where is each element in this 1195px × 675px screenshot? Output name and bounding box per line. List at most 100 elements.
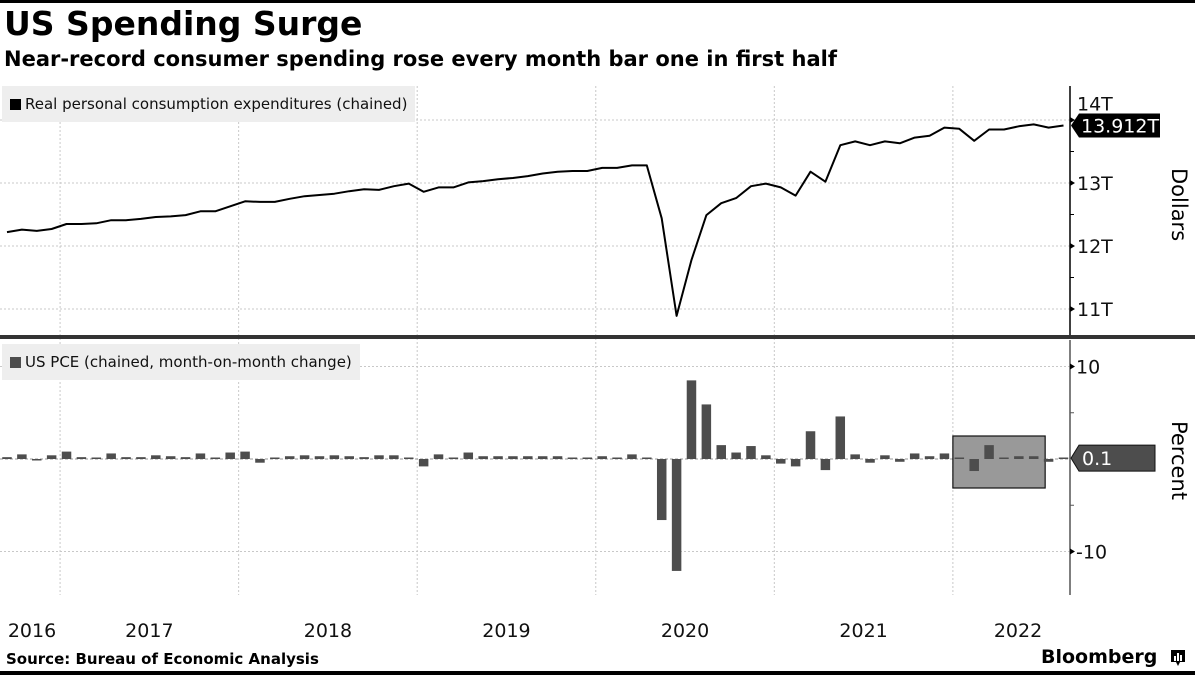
bloomberg-chart-icon	[1171, 650, 1185, 666]
bar	[805, 431, 816, 459]
bar	[850, 454, 860, 459]
bloomberg-logo: Bloomberg	[1041, 646, 1158, 668]
bar	[478, 456, 488, 459]
bar	[284, 456, 295, 459]
bar	[627, 454, 637, 459]
bar	[448, 457, 459, 459]
x-tick-label: 2022	[993, 620, 1043, 642]
bottom-tick-mark	[1070, 548, 1075, 555]
last-value-flag-top	[1071, 113, 1160, 138]
legend-top-label: Real personal consumption expenditures (…	[25, 95, 408, 113]
x-tick-label: 2021	[839, 620, 888, 642]
bar	[552, 456, 563, 459]
x-tick-label: 2020	[660, 620, 710, 642]
bar	[835, 416, 846, 459]
top-y-axis: 11T 12T 13T 14T	[1069, 86, 1113, 335]
bar	[76, 457, 87, 459]
bar	[180, 457, 191, 459]
panel-divider-bar	[0, 335, 1195, 339]
bar	[567, 457, 578, 459]
legend-bottom-label: US PCE (chained, month-on-month change)	[25, 353, 352, 371]
bar	[359, 457, 369, 459]
highlight-rect	[952, 435, 1046, 489]
bar	[716, 445, 726, 459]
chart-title: US Spending Surge	[4, 4, 363, 43]
gridlines	[0, 86, 1070, 595]
bar	[880, 455, 890, 459]
bar	[136, 457, 146, 459]
bar	[1014, 456, 1024, 459]
bar	[61, 451, 72, 459]
bar	[686, 380, 697, 459]
bar	[225, 452, 235, 459]
bar	[999, 457, 1009, 459]
bar	[106, 453, 116, 459]
last-value-flag-bottom	[1070, 444, 1156, 472]
bar	[1028, 456, 1039, 459]
highlight-box	[952, 435, 1046, 489]
bar	[537, 456, 548, 459]
bar	[151, 455, 161, 459]
bar	[32, 459, 42, 461]
bar	[255, 459, 265, 463]
bar	[195, 453, 206, 459]
last-value-bottom: 0.1	[1082, 448, 1112, 470]
bar	[1043, 459, 1054, 462]
bar	[761, 455, 771, 459]
consumption-line	[6, 123, 1064, 317]
top-tick-mark	[1070, 243, 1075, 249]
bar	[314, 456, 325, 459]
top-tick-label: 11T	[1077, 299, 1113, 321]
bottom-tick-mark	[1070, 363, 1075, 370]
bar	[508, 456, 518, 459]
bar	[642, 457, 652, 459]
bar	[2, 457, 12, 459]
bar	[984, 445, 994, 459]
bar	[389, 455, 399, 459]
legend-top: Real personal consumption expenditures (…	[2, 86, 416, 122]
bar	[374, 455, 384, 459]
bottom-rule	[0, 671, 1195, 675]
last-value-labels: 13.912T 0.1	[1070, 113, 1160, 472]
bar	[270, 457, 280, 459]
bar	[746, 446, 756, 459]
source-note: Source: Bureau of Economic Analysis	[6, 650, 319, 668]
bar	[91, 457, 102, 459]
bar	[701, 404, 712, 459]
bar	[895, 459, 905, 462]
bar	[731, 452, 741, 459]
bar	[121, 457, 131, 459]
bar	[954, 457, 965, 459]
bar	[433, 454, 444, 459]
bar	[1058, 457, 1069, 459]
panel-divider	[0, 335, 1195, 339]
bar	[790, 459, 801, 467]
bar	[46, 455, 57, 459]
top-tick-mark	[1070, 306, 1075, 312]
legend-bottom: US PCE (chained, month-on-month change)	[2, 344, 360, 380]
x-tick-label: 2019	[482, 620, 531, 642]
bar	[418, 459, 429, 467]
top-rule	[0, 0, 1195, 3]
bar	[582, 457, 593, 459]
bottom-tick-label: -10	[1076, 542, 1107, 564]
bar	[969, 459, 979, 472]
top-tick-label: 14T	[1077, 94, 1113, 116]
bar	[344, 456, 354, 459]
bar	[597, 456, 607, 459]
bar	[329, 455, 340, 459]
pce-bars	[2, 380, 1069, 571]
bar	[299, 455, 310, 459]
legend-swatch-line	[10, 99, 21, 110]
bottom-y-axis: 10 -10	[1069, 340, 1107, 595]
top-tick-label: 13T	[1077, 173, 1113, 195]
bottom-tick-label: 10	[1076, 357, 1100, 379]
bottom-unit-label: Percent	[1167, 421, 1191, 501]
bar	[656, 459, 667, 521]
top-tick-mark	[1070, 180, 1075, 186]
bar	[17, 454, 27, 459]
bar	[210, 457, 221, 459]
bar	[939, 453, 950, 459]
x-tick-label: 2018	[303, 620, 353, 642]
